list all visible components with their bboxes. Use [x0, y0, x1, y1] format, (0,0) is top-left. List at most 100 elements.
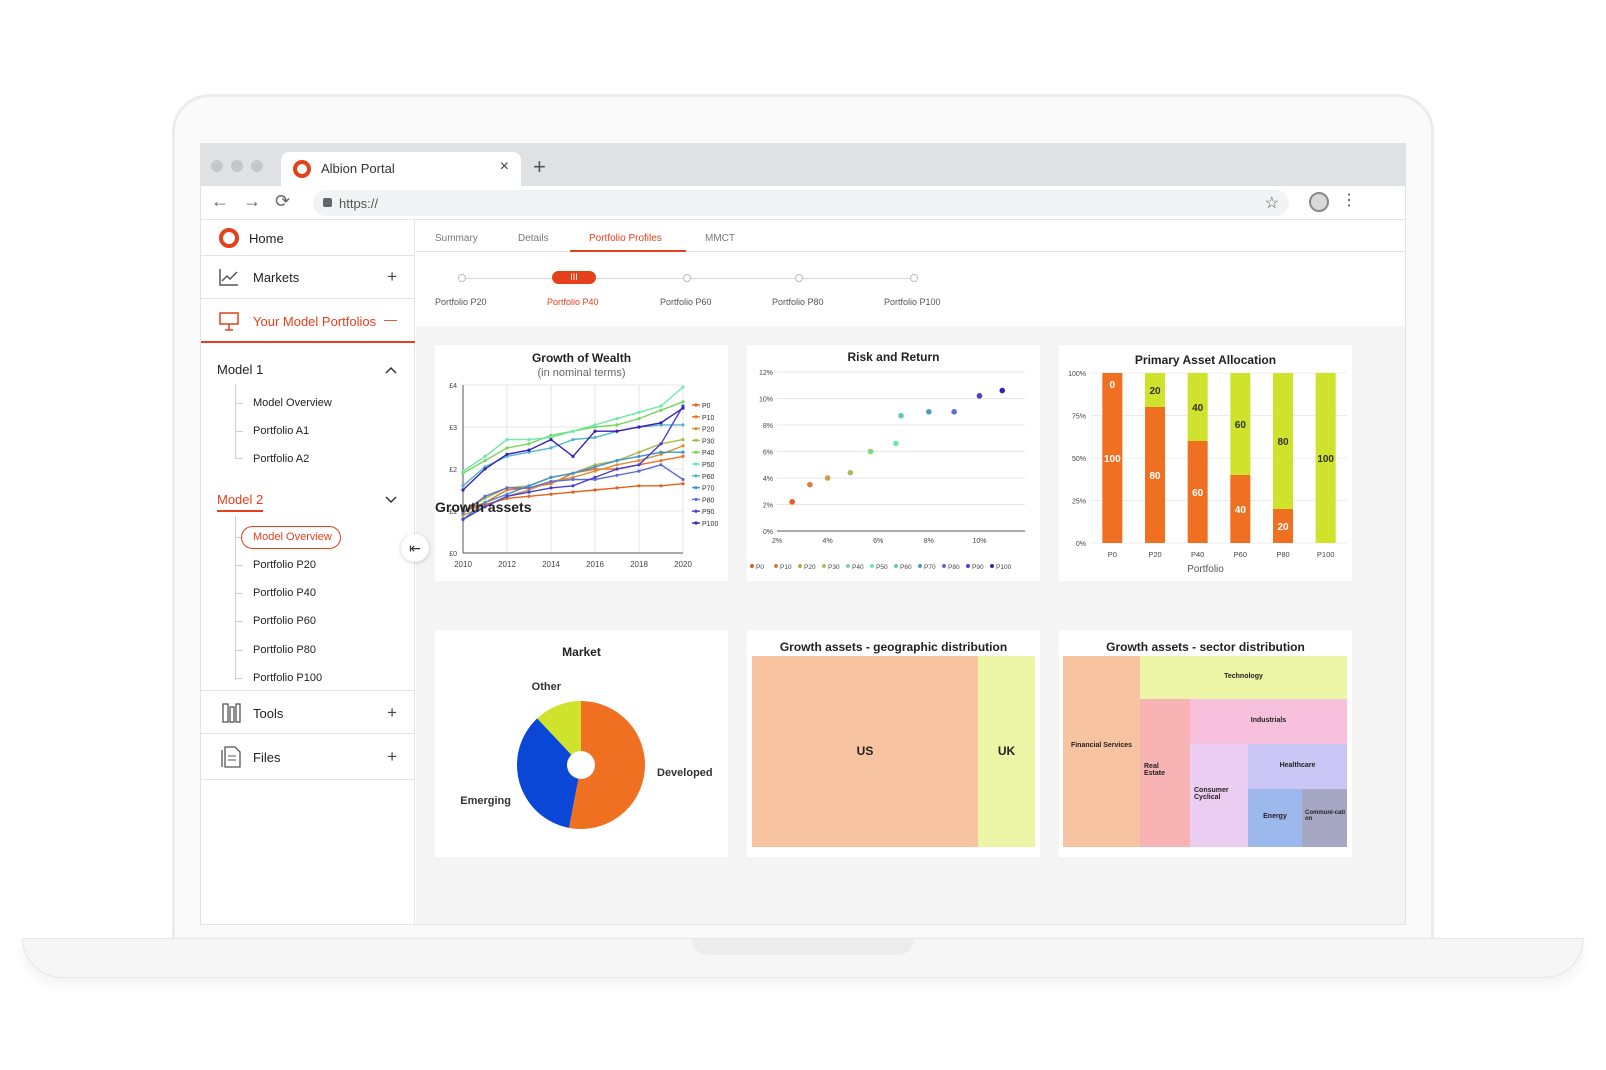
- window-minimize-dot[interactable]: [231, 160, 243, 172]
- bookmark-star-icon[interactable]: ☆: [1264, 195, 1279, 212]
- sidebar-item-label: Tools: [253, 706, 284, 721]
- data-point: [659, 421, 663, 425]
- url-field[interactable]: https:// ☆: [313, 190, 1289, 216]
- model1-label[interactable]: Model 1: [217, 362, 264, 377]
- step-dot[interactable]: [795, 274, 803, 282]
- bar-value-label: 60: [1235, 420, 1247, 431]
- treemap-cell-financial-services: Financial Services: [1063, 656, 1140, 847]
- legend-label: P70: [702, 486, 715, 493]
- treemap-label: Healthcare: [1279, 762, 1316, 769]
- step-dot[interactable]: [683, 274, 691, 282]
- model1-item-portfolio-a2[interactable]: Portfolio A2: [253, 453, 310, 465]
- expand-plus-icon[interactable]: +: [387, 267, 397, 286]
- tab-details[interactable]: Details: [518, 233, 549, 244]
- legend-marker: [822, 564, 826, 568]
- pie-slice-emerging: [517, 718, 581, 828]
- chart-line-icon: [219, 269, 238, 286]
- forward-icon[interactable]: →: [243, 191, 261, 211]
- step-label-p80[interactable]: Portfolio P80: [772, 297, 824, 307]
- tab-mmct[interactable]: MMCT: [705, 233, 735, 244]
- active-tab-indicator: [570, 250, 686, 252]
- window-maximize-dot[interactable]: [251, 160, 263, 172]
- back-icon[interactable]: ←: [211, 191, 229, 211]
- model2-label[interactable]: Model 2: [217, 492, 264, 512]
- model2-item-portfolio-p100[interactable]: Portfolio P100: [253, 672, 323, 684]
- x-tick-label: 10%: [972, 538, 986, 545]
- scatter-point-p100: [999, 387, 1006, 394]
- treemap-cell-real-estate: Real Estate: [1140, 699, 1190, 847]
- browser-tab[interactable]: Albion Portal ×: [281, 152, 521, 186]
- legend-marker: [694, 403, 698, 407]
- tree-tick: [235, 650, 243, 651]
- step-dot[interactable]: [458, 274, 466, 282]
- tab-portfolio-profiles[interactable]: Portfolio Profiles: [589, 233, 662, 244]
- chevron-up-icon[interactable]: [385, 366, 397, 374]
- reload-icon[interactable]: ⟳: [275, 191, 291, 211]
- model2-item-overview[interactable]: Model Overview: [253, 531, 332, 543]
- collapse-sidebar-icon[interactable]: ⇤: [401, 534, 429, 562]
- tree-tick: [235, 403, 243, 404]
- step-label-p100[interactable]: Portfolio P100: [884, 297, 941, 307]
- model1-item-overview[interactable]: Model Overview: [253, 397, 332, 409]
- model2-item-portfolio-p20[interactable]: Portfolio P20: [253, 559, 316, 571]
- data-point: [549, 486, 553, 490]
- legend-label: P50: [702, 462, 715, 469]
- sidebar-item-markets[interactable]: Markets +: [201, 256, 415, 299]
- legend-label: P80: [948, 564, 960, 571]
- new-tab-button[interactable]: +: [533, 154, 546, 179]
- portfolio-slider-handle[interactable]: III: [552, 271, 596, 284]
- pie-label: Emerging: [460, 795, 511, 807]
- treemap-label: Technology: [1224, 673, 1263, 680]
- legend-marker: [694, 474, 698, 478]
- step-dot[interactable]: [910, 274, 918, 282]
- y-tick-label: 8%: [763, 423, 773, 430]
- legend-label: P100: [996, 564, 1012, 571]
- x-tick-label: 2016: [586, 560, 604, 569]
- presentation-icon: [219, 312, 239, 331]
- bar-segment: [1145, 373, 1165, 407]
- expand-plus-icon[interactable]: +: [387, 703, 397, 722]
- data-point: [659, 459, 663, 463]
- data-point: [527, 486, 531, 490]
- chart-title: Growth assets - sector distribution: [1106, 640, 1305, 654]
- data-point: [681, 477, 685, 482]
- step-label-p40[interactable]: Portfolio P40: [547, 297, 599, 307]
- scatter-point-p20: [824, 475, 831, 481]
- sidebar-item-home[interactable]: Home: [201, 220, 415, 256]
- treemap-cell-communication: Communi-cation: [1302, 789, 1347, 847]
- y-tick-label: £1: [449, 509, 457, 516]
- sidebar-item-files[interactable]: Files +: [201, 734, 415, 780]
- y-tick-label: £3: [449, 425, 457, 432]
- tab-summary[interactable]: Summary: [435, 233, 478, 244]
- model2-item-portfolio-p40[interactable]: Portfolio P40: [253, 587, 316, 599]
- legend-marker: [694, 450, 698, 454]
- data-point: [637, 450, 641, 454]
- data-point: [483, 459, 487, 463]
- legend-label: P40: [702, 450, 715, 457]
- window-close-dot[interactable]: [211, 160, 223, 172]
- series-line-p50: [462, 386, 684, 472]
- chart-title: Growth assets - geographic distribution: [779, 640, 1008, 654]
- sidebar-item-tools[interactable]: Tools +: [201, 690, 415, 734]
- legend-label: P90: [972, 564, 984, 571]
- close-tab-icon[interactable]: ×: [499, 158, 509, 175]
- profile-avatar[interactable]: [1309, 192, 1329, 212]
- sidebar-item-label: Files: [253, 750, 281, 765]
- y-tick-label: £2: [449, 467, 457, 474]
- step-label-p60[interactable]: Portfolio P60: [660, 297, 712, 307]
- collapse-minus-icon[interactable]: —: [384, 312, 397, 327]
- expand-plus-icon[interactable]: +: [387, 747, 397, 766]
- model1-item-portfolio-a1[interactable]: Portfolio A1: [253, 425, 310, 437]
- step-label-p20[interactable]: Portfolio P20: [435, 297, 487, 307]
- chart-subtitle: (in nominal terms): [537, 367, 626, 379]
- chart-title: Primary Asset Allocation: [1134, 353, 1277, 367]
- model2-item-portfolio-p60[interactable]: Portfolio P60: [253, 615, 316, 627]
- bar-value-label: 100: [1104, 454, 1121, 465]
- model2-item-portfolio-p80[interactable]: Portfolio P80: [253, 644, 316, 656]
- sidebar-item-your-model-portfolios[interactable]: Your Model Portfolios —: [201, 299, 415, 343]
- chart-title: Growth of Wealth: [531, 351, 632, 365]
- data-point: [615, 473, 619, 477]
- x-tick-label: 4%: [823, 538, 833, 545]
- chevron-down-icon[interactable]: [385, 496, 397, 504]
- browser-menu-icon[interactable]: ⋮: [1341, 192, 1357, 209]
